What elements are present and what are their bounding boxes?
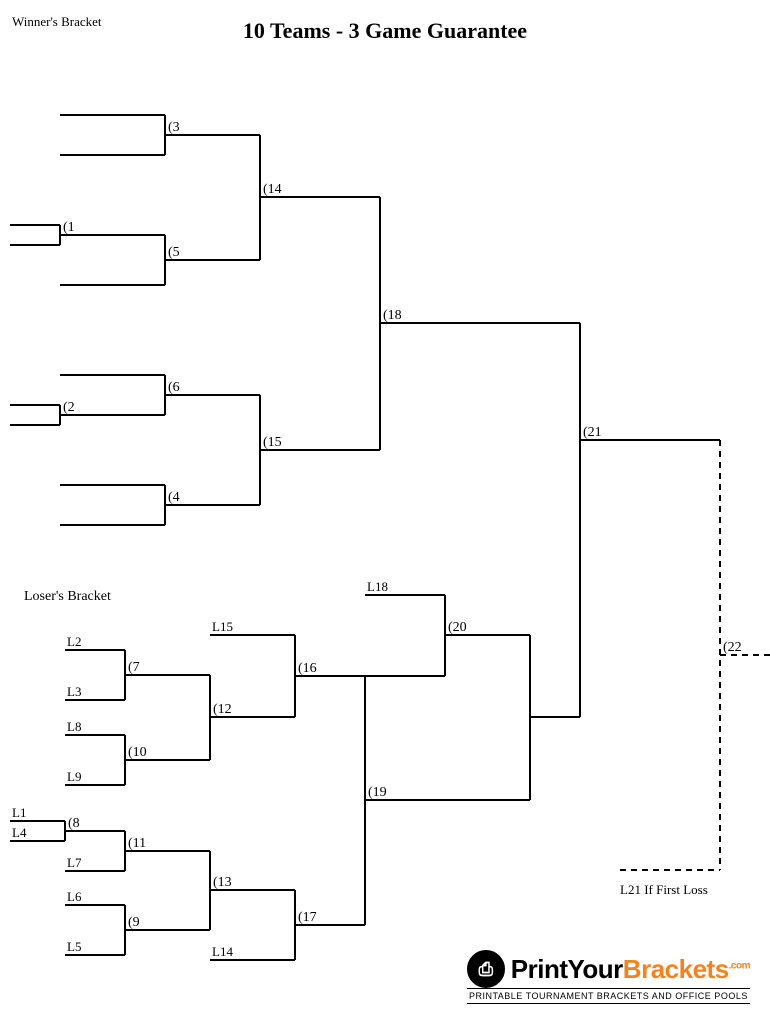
brand-icon: ⎙ [467,950,505,988]
svg-text:(10: (10 [128,745,147,760]
svg-text:(12: (12 [213,702,232,717]
svg-text:(2: (2 [63,400,75,415]
svg-text:(13: (13 [213,875,232,890]
svg-text:L7: L7 [67,855,82,870]
brand-black: PrintYour [511,954,623,984]
brand-text: PrintYourBrackets.com [511,954,750,985]
svg-text:L14: L14 [212,944,233,959]
svg-text:(9: (9 [128,915,140,930]
svg-text:(5: (5 [168,245,180,260]
svg-text:L2: L2 [67,634,81,649]
svg-text:(4: (4 [168,490,180,505]
bracket-svg: (1 (2 (3 (5 (6 (4 (14 (15 (18 L1 L4 L2 L3 L8 L9 L7 L6 L5 L… [0,0,770,1024]
svg-text:(1: (1 [63,220,75,235]
brand-tagline: PRINTABLE TOURNAMENT BRACKETS AND OFFICE… [467,988,750,1004]
brand-orange: Brackets [623,954,729,984]
svg-text:Loser's Bracket: Loser's Bracket [24,589,111,604]
svg-text:L8: L8 [67,719,81,734]
footer-brand: ⎙ PrintYourBrackets.com PRINTABLE TOURNA… [467,950,750,1004]
svg-text:(19: (19 [368,785,387,800]
svg-text:(3: (3 [168,120,180,135]
svg-text:(16: (16 [298,661,317,676]
svg-text:(11: (11 [128,836,146,851]
svg-text:(18: (18 [383,308,402,323]
svg-text:(22: (22 [723,640,742,655]
svg-text:(7: (7 [128,660,140,675]
bracket-stage: 10 Teams - 3 Game Guarantee (1(2(3(5(6(4… [0,0,770,1024]
svg-text:(15: (15 [263,435,282,450]
svg-text:L15: L15 [212,619,233,634]
svg-text:L18: L18 [367,579,388,594]
svg-text:(17: (17 [298,910,317,925]
svg-text:L5: L5 [67,939,81,954]
svg-text:(20: (20 [448,620,467,635]
svg-text:L6: L6 [67,889,82,904]
svg-text:L4: L4 [12,825,27,840]
svg-text:L9: L9 [67,769,81,784]
svg-text:(8: (8 [68,816,80,831]
svg-text:L3: L3 [67,684,81,699]
svg-text:Winner's Bracket: Winner's Bracket [12,14,102,29]
brand-dotcom: .com [729,960,750,971]
svg-text:(6: (6 [168,380,180,395]
svg-text:L21 If First Loss: L21 If First Loss [620,882,708,897]
svg-text:L1: L1 [12,805,26,820]
svg-text:(21: (21 [583,425,602,440]
svg-text:(14: (14 [263,182,282,197]
